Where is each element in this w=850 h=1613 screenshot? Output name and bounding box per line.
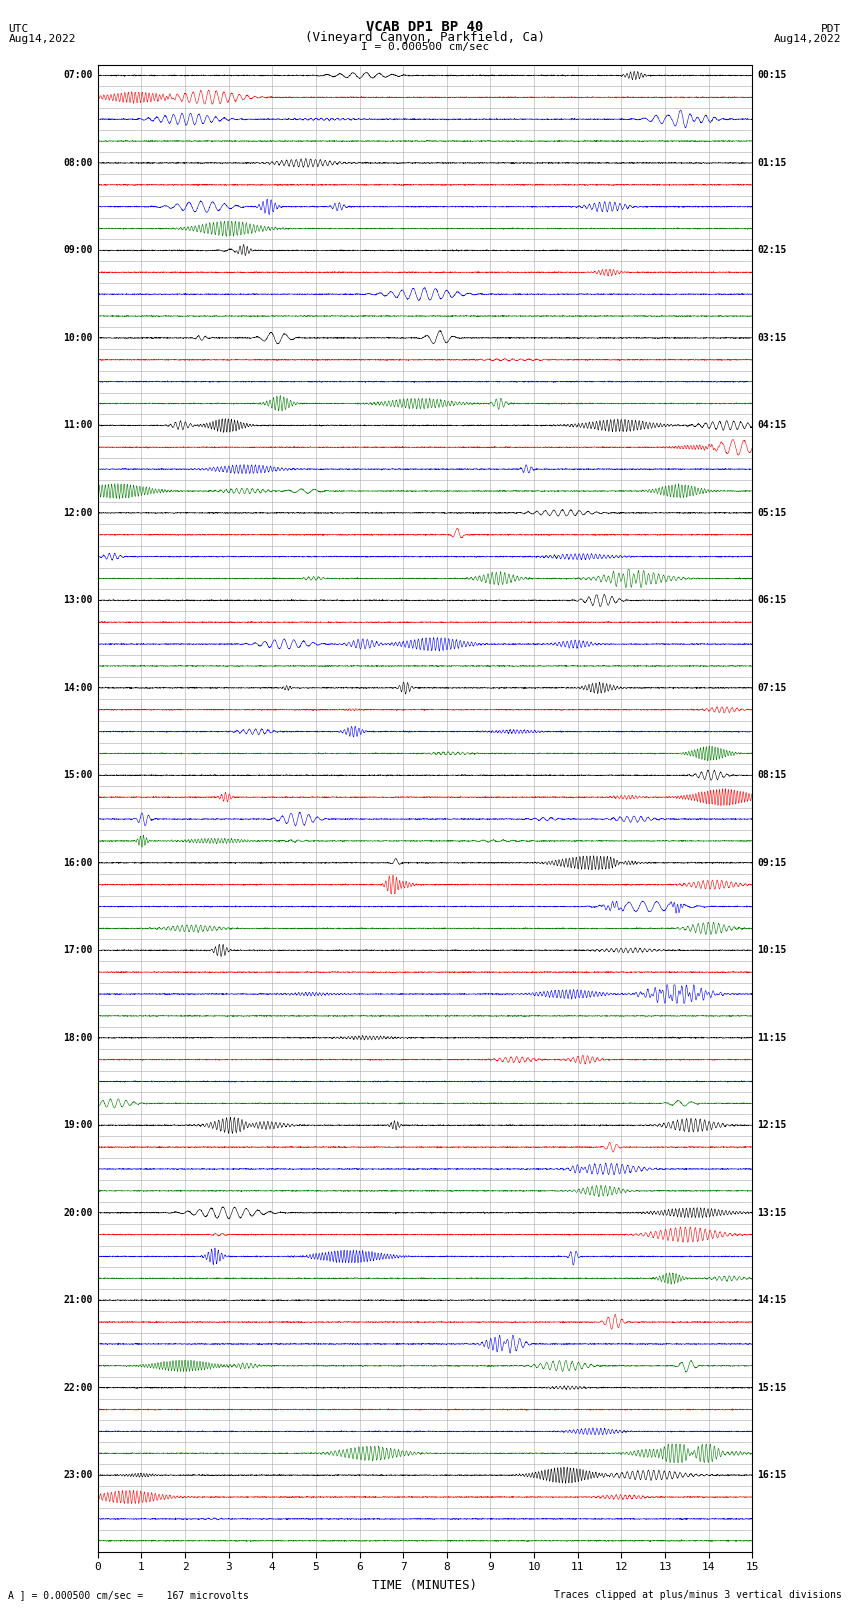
Text: 09:15: 09:15 (757, 858, 787, 868)
Text: 07:15: 07:15 (757, 682, 787, 694)
Text: 06:15: 06:15 (757, 595, 787, 605)
Text: 11:15: 11:15 (757, 1032, 787, 1042)
Text: 17:00: 17:00 (63, 945, 93, 955)
Text: 11:00: 11:00 (63, 421, 93, 431)
Text: 13:15: 13:15 (757, 1208, 787, 1218)
Text: A ] = 0.000500 cm/sec =    167 microvolts: A ] = 0.000500 cm/sec = 167 microvolts (8, 1590, 249, 1600)
Text: 09:00: 09:00 (63, 245, 93, 255)
Text: PDT: PDT (821, 24, 842, 34)
Text: 13:00: 13:00 (63, 595, 93, 605)
Text: Aug14,2022: Aug14,2022 (774, 34, 842, 44)
Text: 22:00: 22:00 (63, 1382, 93, 1392)
Text: 16:15: 16:15 (757, 1469, 787, 1481)
Text: 01:15: 01:15 (757, 158, 787, 168)
Text: 00:15: 00:15 (757, 71, 787, 81)
Text: 20:00: 20:00 (63, 1208, 93, 1218)
Text: UTC: UTC (8, 24, 29, 34)
X-axis label: TIME (MINUTES): TIME (MINUTES) (372, 1579, 478, 1592)
Text: 05:15: 05:15 (757, 508, 787, 518)
Text: 12:00: 12:00 (63, 508, 93, 518)
Text: 07:00: 07:00 (63, 71, 93, 81)
Text: 10:15: 10:15 (757, 945, 787, 955)
Text: 14:00: 14:00 (63, 682, 93, 694)
Text: 16:00: 16:00 (63, 858, 93, 868)
Text: 19:00: 19:00 (63, 1121, 93, 1131)
Text: 12:15: 12:15 (757, 1121, 787, 1131)
Text: 04:15: 04:15 (757, 421, 787, 431)
Text: 14:15: 14:15 (757, 1295, 787, 1305)
Text: 03:15: 03:15 (757, 332, 787, 344)
Text: 10:00: 10:00 (63, 332, 93, 344)
Text: (Vineyard Canyon, Parkfield, Ca): (Vineyard Canyon, Parkfield, Ca) (305, 31, 545, 44)
Text: 08:15: 08:15 (757, 771, 787, 781)
Text: Traces clipped at plus/minus 3 vertical divisions: Traces clipped at plus/minus 3 vertical … (553, 1590, 842, 1600)
Text: 15:15: 15:15 (757, 1382, 787, 1392)
Text: 18:00: 18:00 (63, 1032, 93, 1042)
Text: I = 0.000500 cm/sec: I = 0.000500 cm/sec (361, 42, 489, 52)
Text: 23:00: 23:00 (63, 1469, 93, 1481)
Text: Aug14,2022: Aug14,2022 (8, 34, 76, 44)
Text: 15:00: 15:00 (63, 771, 93, 781)
Text: VCAB DP1 BP 40: VCAB DP1 BP 40 (366, 19, 484, 34)
Text: 08:00: 08:00 (63, 158, 93, 168)
Text: 02:15: 02:15 (757, 245, 787, 255)
Text: 21:00: 21:00 (63, 1295, 93, 1305)
